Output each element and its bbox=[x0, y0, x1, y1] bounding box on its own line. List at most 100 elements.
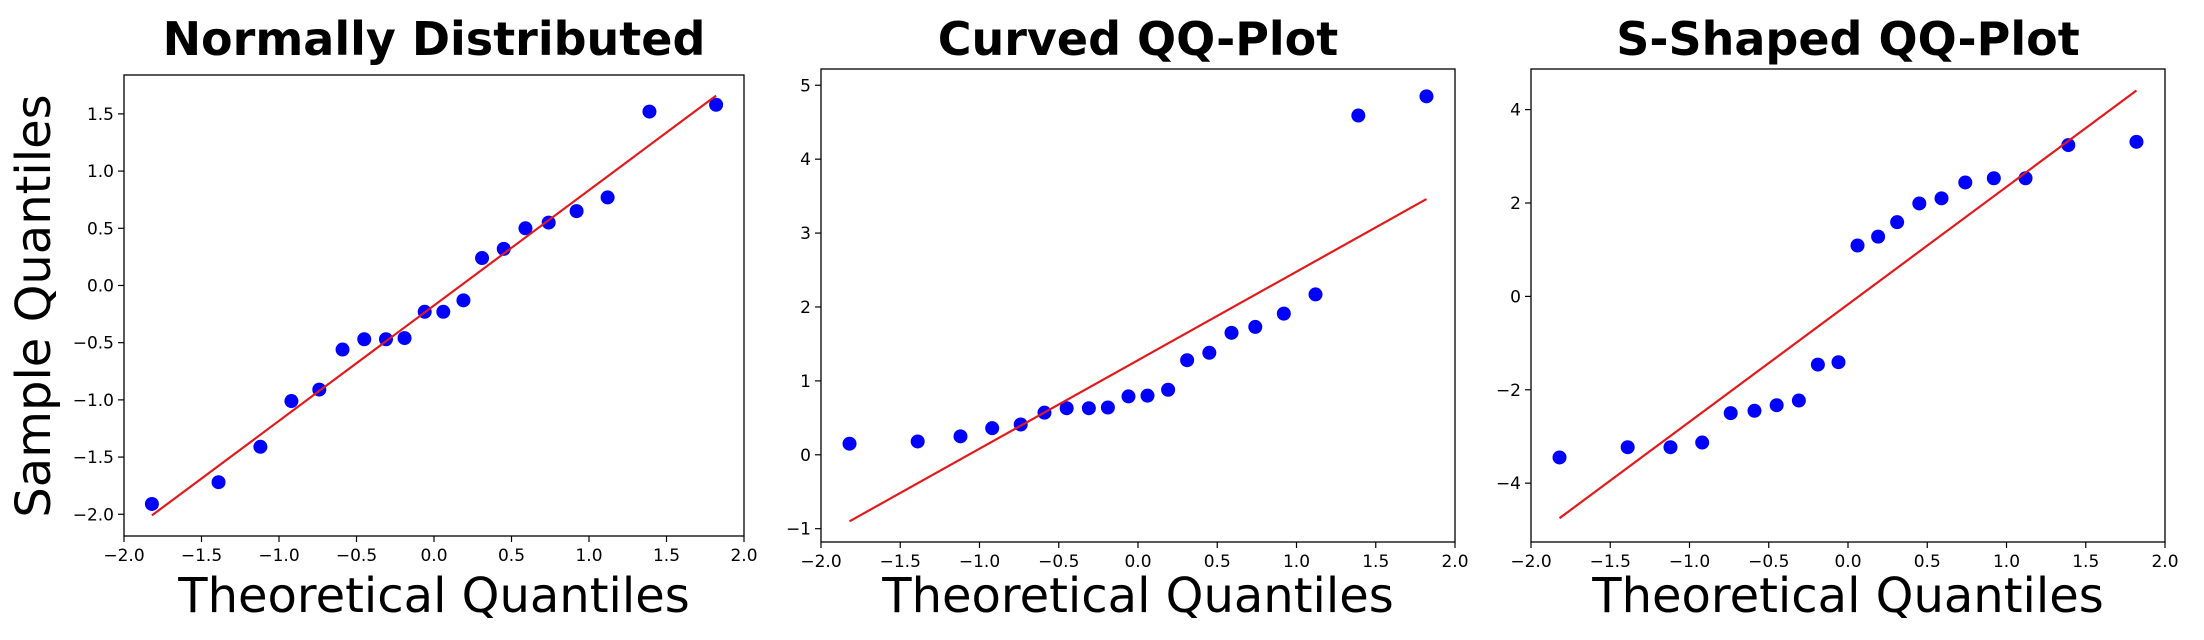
y-tick-label: 4 bbox=[1510, 101, 1521, 121]
data-point bbox=[1791, 393, 1806, 408]
data-point bbox=[1224, 325, 1239, 340]
data-point bbox=[1351, 108, 1366, 123]
x-tick-label: −1.0 bbox=[258, 546, 299, 566]
x-tick-label: 0.0 bbox=[1834, 552, 1861, 572]
y-axis-label: Sample Quantiles bbox=[6, 94, 62, 517]
x-tick-label: −0.5 bbox=[336, 546, 377, 566]
y-tick-label: 3 bbox=[800, 224, 811, 244]
chart-title: Normally Distributed bbox=[163, 12, 706, 66]
panel-s-shaped-qq-plot: S-Shaped QQ-Plot −2.0 −1.5 −1.0 −0.5 0.0 0.5 1… bbox=[1496, 12, 2179, 624]
x-tick-label: 2.0 bbox=[1441, 552, 1468, 572]
plot-area: −2.0 −1.5 −1.0 −0.5 0.0 0.5 1.0 1.5 2.0 −2.0 −1.5 −… bbox=[73, 74, 758, 566]
data-point bbox=[642, 104, 657, 119]
data-point bbox=[569, 204, 584, 219]
x-tick-label: −2.0 bbox=[1510, 552, 1551, 572]
data-point bbox=[842, 436, 857, 451]
data-point bbox=[1890, 215, 1905, 230]
data-point bbox=[1180, 353, 1195, 368]
plot-area: −2.0 −1.5 −1.0 −0.5 0.0 0.5 1.0 1.5 2.0 −4 −2 0 2 4 bbox=[1496, 68, 2179, 572]
x-tick-label: 1.0 bbox=[1993, 552, 2020, 572]
y-tick-label: 1 bbox=[800, 372, 811, 392]
x-tick-label: −0.5 bbox=[1038, 552, 1079, 572]
data-point bbox=[1912, 196, 1927, 211]
x-tick-label: −1.5 bbox=[1590, 552, 1631, 572]
data-point bbox=[953, 429, 968, 444]
data-point bbox=[144, 496, 159, 511]
y-tick-label: −2 bbox=[1496, 381, 1521, 401]
x-tick-label: −1.0 bbox=[959, 552, 1000, 572]
x-tick-label: 2.0 bbox=[2151, 552, 2178, 572]
data-point bbox=[541, 215, 556, 230]
y-tick-label: −1.5 bbox=[73, 448, 114, 468]
chart-title: Curved QQ-Plot bbox=[938, 12, 1339, 66]
x-axis-label: Theoretical Quantiles bbox=[881, 568, 1393, 624]
data-point bbox=[1663, 440, 1678, 455]
data-point bbox=[1747, 403, 1762, 418]
data-point bbox=[2061, 138, 2076, 153]
reference-line bbox=[1558, 89, 2138, 520]
data-point bbox=[1695, 435, 1710, 450]
x-tick-label: 1.5 bbox=[2072, 552, 2099, 572]
data-point bbox=[1552, 450, 1567, 465]
data-point bbox=[475, 251, 490, 266]
data-point bbox=[1620, 440, 1635, 455]
x-axis-label: Theoretical Quantiles bbox=[177, 568, 689, 624]
plot-area: −2.0 −1.5 −1.0 −0.5 0.0 0.5 1.0 1.5 2.0 −1 0 1 2 3 4 5 bbox=[786, 68, 1469, 572]
data-point bbox=[397, 331, 412, 346]
data-point bbox=[1100, 400, 1115, 415]
data-point bbox=[1081, 401, 1096, 416]
y-tick-label: 2 bbox=[1510, 194, 1521, 214]
data-point bbox=[1986, 171, 2001, 186]
data-point bbox=[1121, 389, 1136, 404]
panel-curved-qq-plot: Curved QQ-Plot −2.0 −1.5 −1.0 −0.5 0.0 0.5 1.0… bbox=[786, 12, 1469, 624]
data-point bbox=[436, 304, 451, 319]
data-point bbox=[1810, 357, 1825, 372]
data-point bbox=[1934, 191, 1949, 206]
x-tick-label: −2.0 bbox=[800, 552, 841, 572]
x-tick-label: 1.5 bbox=[653, 546, 680, 566]
data-point bbox=[985, 421, 1000, 436]
y-tick-label: −1 bbox=[786, 520, 811, 540]
y-tick-label: −4 bbox=[1496, 474, 1521, 494]
data-point bbox=[1871, 229, 1886, 244]
data-point bbox=[1276, 306, 1291, 321]
x-tick-label: 0.5 bbox=[1204, 552, 1231, 572]
data-point bbox=[1140, 388, 1155, 403]
x-tick-label: 1.0 bbox=[575, 546, 602, 566]
data-point bbox=[1308, 287, 1323, 302]
data-point bbox=[2129, 134, 2144, 149]
x-tick-label: 0.0 bbox=[420, 546, 447, 566]
y-tick-label: 0 bbox=[800, 446, 811, 466]
x-tick-label: 1.5 bbox=[1362, 552, 1389, 572]
y-tick-label: 0.0 bbox=[87, 276, 114, 296]
data-point bbox=[910, 434, 925, 449]
x-tick-label: −1.0 bbox=[1669, 552, 1710, 572]
y-tick-label: −1.0 bbox=[73, 391, 114, 411]
x-tick-label: 2.0 bbox=[730, 546, 757, 566]
data-point bbox=[335, 342, 350, 357]
data-point bbox=[518, 221, 533, 236]
data-point bbox=[1723, 406, 1738, 421]
y-tick-label: −2.0 bbox=[73, 505, 114, 525]
x-tick-label: −1.5 bbox=[880, 552, 921, 572]
x-tick-label: −0.5 bbox=[1748, 552, 1789, 572]
x-tick-label: −2.0 bbox=[103, 546, 144, 566]
y-tick-label: 2 bbox=[800, 298, 811, 318]
x-axis-label: Theoretical Quantiles bbox=[1591, 568, 2103, 624]
y-tick-label: 0 bbox=[1510, 287, 1521, 307]
data-point bbox=[211, 475, 226, 490]
y-tick-label: 1.5 bbox=[87, 105, 114, 125]
data-point bbox=[1248, 319, 1263, 334]
data-point bbox=[709, 97, 724, 112]
y-tick-label: 4 bbox=[800, 150, 811, 170]
x-tick-label: 0.5 bbox=[1914, 552, 1941, 572]
y-tick-label: −0.5 bbox=[73, 334, 114, 354]
data-point bbox=[284, 394, 299, 409]
panel-normally-distributed: Normally Distributed −2.0 −1.5 −1.0 −0.5 0.0… bbox=[73, 12, 758, 624]
reference-line bbox=[848, 198, 1428, 523]
data-point bbox=[1419, 89, 1434, 104]
data-point bbox=[253, 439, 268, 454]
x-tick-label: 0.0 bbox=[1124, 552, 1151, 572]
x-tick-label: 1.0 bbox=[1283, 552, 1310, 572]
